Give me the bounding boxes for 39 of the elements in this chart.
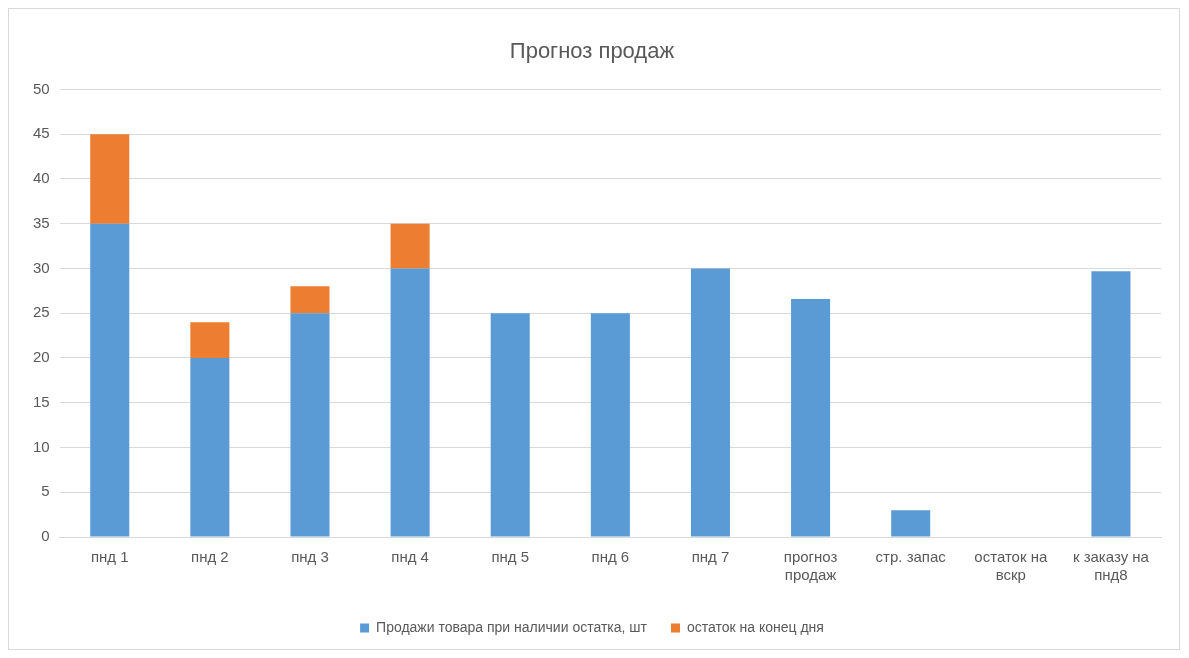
x-tick-label: пнд 6 (591, 548, 630, 566)
bar (590, 313, 630, 537)
x-tick-label: к заказу на пнд8 (1072, 548, 1150, 584)
bar (390, 223, 430, 269)
legend-label: Продажи товара при наличии остатка, шт (376, 618, 648, 635)
x-tick-label: пнд 3 (291, 548, 329, 566)
bar (290, 286, 330, 314)
bar (90, 134, 130, 224)
y-tick-label: 25 (33, 303, 50, 321)
y-tick-label: 45 (33, 124, 50, 142)
x-tick-label: пнд 4 (391, 548, 429, 566)
bar (390, 268, 430, 537)
y-tick-label: 35 (33, 213, 50, 231)
bar (791, 298, 831, 537)
chart-title: Прогноз продаж (509, 38, 675, 64)
x-tick-label: пнд 2 (191, 548, 229, 566)
y-tick-label: 15 (33, 392, 50, 410)
y-tick-label: 40 (33, 169, 50, 187)
bar (1091, 271, 1131, 537)
y-tick-label: 5 (41, 482, 50, 500)
y-tick-label: 0 (41, 527, 50, 545)
x-tick-label: стр. запас (875, 548, 947, 566)
y-tick-label: 50 (33, 79, 50, 97)
x-tick-label: пнд 7 (691, 548, 730, 566)
bar (690, 268, 730, 537)
bar (190, 357, 230, 537)
bar (190, 322, 230, 358)
x-tick-label: пнд 1 (90, 548, 129, 566)
bar (490, 313, 530, 537)
legend-label: остаток на конец дня (686, 618, 824, 635)
bar (891, 510, 931, 537)
bar (290, 313, 330, 537)
x-tick-label: прогноз продаж (783, 548, 838, 584)
x-tick-label: пнд 5 (491, 548, 530, 566)
y-tick-label: 10 (33, 437, 50, 455)
y-tick-label: 20 (33, 348, 50, 366)
y-tick-label: 30 (33, 258, 50, 276)
bar (90, 223, 130, 537)
x-tick-label: остаток на вскр (974, 548, 1048, 584)
